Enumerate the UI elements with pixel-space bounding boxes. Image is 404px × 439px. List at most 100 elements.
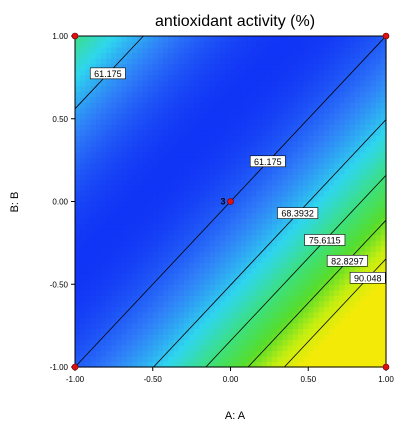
- heat-cell: [194, 129, 200, 136]
- heat-cell: [75, 355, 81, 363]
- heat-cell: [220, 317, 226, 324]
- heat-cell: [334, 317, 340, 324]
- heat-cell: [230, 207, 237, 214]
- heat-cell: [85, 162, 92, 169]
- heat-cell: [142, 256, 149, 263]
- heat-cell: [111, 284, 118, 291]
- heat-cell: [240, 85, 247, 92]
- heat-cell: [271, 300, 278, 307]
- heat-cell: [183, 146, 190, 153]
- heat-cell: [152, 63, 159, 70]
- heat-cell: [80, 140, 86, 147]
- heat-cell: [303, 306, 309, 313]
- heat-cell: [90, 317, 97, 324]
- heat-cell: [85, 207, 92, 214]
- heat-cell: [178, 129, 185, 136]
- heat-cell: [334, 339, 340, 346]
- heat-cell: [246, 289, 252, 296]
- heat-cell: [349, 344, 356, 352]
- heat-cell: [95, 207, 102, 214]
- heat-cell: [334, 85, 340, 92]
- heat-cell: [214, 124, 221, 131]
- x-tick-label: 0.50: [300, 375, 316, 384]
- heat-cell: [344, 317, 351, 324]
- heat-cell: [147, 229, 154, 236]
- heat-cell: [266, 344, 273, 352]
- heat-cell: [344, 311, 351, 318]
- heat-cell: [266, 36, 273, 43]
- heat-cell: [116, 306, 123, 313]
- heat-cell: [225, 229, 232, 236]
- heat-cell: [85, 113, 92, 120]
- heat-cell: [235, 278, 242, 285]
- heat-cell: [297, 118, 304, 125]
- heat-cell: [360, 107, 366, 114]
- heat-cell: [360, 322, 366, 329]
- heat-cell: [256, 201, 263, 208]
- heat-cell: [168, 129, 175, 136]
- heat-cell: [152, 267, 159, 274]
- heat-cell: [308, 350, 315, 357]
- heat-cell: [308, 107, 315, 114]
- heat-cell: [297, 36, 304, 43]
- heat-cell: [80, 218, 86, 225]
- heat-cell: [204, 245, 211, 252]
- heat-cell: [380, 36, 387, 43]
- heat-cell: [178, 173, 185, 181]
- heat-cell: [323, 295, 330, 302]
- heat-cell: [225, 201, 232, 208]
- heat-cell: [251, 85, 258, 92]
- heat-cell: [282, 80, 289, 87]
- heat-cell: [95, 333, 102, 341]
- heat-cell: [137, 212, 143, 219]
- heat-cell: [85, 96, 92, 103]
- heat-cell: [111, 317, 118, 324]
- heat-cell: [246, 273, 252, 280]
- heat-cell: [168, 267, 175, 274]
- heat-cell: [303, 113, 309, 120]
- heat-cell: [173, 317, 180, 324]
- heat-cell: [85, 306, 92, 313]
- heat-cell: [137, 300, 143, 307]
- heat-cell: [106, 58, 112, 65]
- heat-cell: [100, 229, 107, 236]
- heat-cell: [90, 58, 97, 65]
- heat-cell: [100, 107, 107, 114]
- heat-cell: [126, 168, 133, 175]
- heat-cell: [121, 63, 128, 70]
- heat-cell: [173, 52, 180, 59]
- heat-cell: [147, 278, 154, 285]
- heat-cell: [183, 102, 190, 109]
- heat-cell: [178, 162, 185, 169]
- heat-cell: [132, 190, 138, 197]
- heat-cell: [85, 223, 92, 230]
- heat-cell: [75, 113, 81, 120]
- heat-cell: [370, 190, 377, 197]
- heat-cell: [90, 262, 97, 269]
- heat-cell: [303, 195, 309, 203]
- design-point-label: 3: [220, 197, 225, 207]
- heat-cell: [137, 91, 143, 98]
- heat-cell: [152, 69, 159, 76]
- heat-cell: [287, 184, 294, 192]
- heat-cell: [126, 361, 133, 368]
- heat-cell: [240, 113, 247, 120]
- heat-cell: [142, 41, 149, 48]
- heat-cell: [111, 41, 118, 48]
- heat-cell: [189, 262, 195, 269]
- heat-cell: [168, 69, 175, 76]
- heat-cell: [209, 47, 216, 54]
- heat-cell: [360, 47, 366, 54]
- heat-cell: [380, 355, 387, 363]
- heat-cell: [116, 113, 123, 120]
- heat-cell: [318, 102, 325, 109]
- heat-cell: [75, 157, 81, 164]
- heat-cell: [194, 267, 200, 274]
- heat-cell: [178, 151, 185, 158]
- heat-cell: [106, 262, 112, 269]
- heat-cell: [147, 102, 154, 109]
- heat-cell: [126, 251, 133, 258]
- heat-cell: [183, 311, 190, 318]
- heat-cell: [126, 339, 133, 346]
- heat-cell: [168, 184, 175, 192]
